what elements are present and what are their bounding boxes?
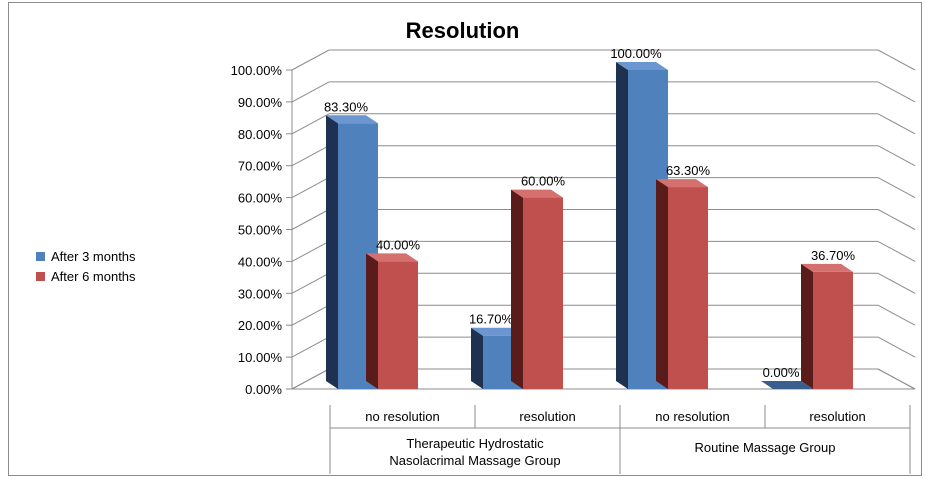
x-group-label: Routine Massage Group [695,440,836,455]
legend: After 3 months After 6 months [36,246,136,286]
bar-after-6-months [656,179,708,389]
right-gridline [877,304,916,326]
y-tick-label: 60.00% [238,191,283,206]
bar-top [326,115,378,124]
bar-front [523,197,563,389]
data-label: 36.70% [811,248,856,263]
bar-top [511,189,563,198]
data-label: 0.00% [763,365,800,380]
bar-top [471,327,523,336]
bar-top [801,263,853,272]
legend-label: After 6 months [51,268,136,284]
right-gridline [877,240,916,262]
y-tick-label: 70.00% [238,159,283,174]
legend-item-after-3-months: After 3 months [36,246,136,266]
y-tick-label: 80.00% [238,127,283,142]
legend-item-after-6-months: After 6 months [36,266,136,286]
right-gridline [877,177,916,199]
side-gridline [291,240,330,262]
y-tick-label: 10.00% [238,350,283,365]
x-category-label: no resolution [655,409,729,424]
bar-side [471,327,483,389]
bar-after-6-months [801,263,853,389]
bar-side [801,263,813,389]
bar-front [378,261,418,389]
side-gridline [291,336,330,358]
bar-side [326,115,338,389]
bar-top [656,179,708,188]
x-category-label: no resolution [365,409,439,424]
bar-front [668,187,708,389]
x-category-label: resolution [519,409,575,424]
x-group-label: Nasolacrimal Massage Group [389,453,560,468]
right-gridline [877,81,916,103]
y-tick-label: 50.00% [238,223,283,238]
bar-after-6-months [511,189,563,389]
data-label: 60.00% [521,174,566,189]
data-label: 16.70% [469,312,514,327]
y-tick-label: 0.00% [245,382,282,397]
bar-front [813,271,853,389]
y-tick-label: 40.00% [238,254,283,269]
bar-top [761,381,813,389]
right-gridline [877,209,916,230]
right-gridline [877,49,916,71]
side-gridline [291,145,330,167]
bar-side [366,253,378,389]
side-gridline [291,81,330,103]
bar-after-3-months [761,381,813,389]
bar-side [616,62,628,389]
side-gridline [291,272,330,294]
side-gridline [291,177,330,199]
data-label: 83.30% [324,99,369,114]
bar-side [511,189,523,389]
side-gridline [291,113,330,135]
right-gridline [877,145,916,167]
side-gridline [291,304,330,326]
x-category-label: resolution [809,409,865,424]
y-tick-label: 90.00% [238,95,283,110]
chart-frame [8,2,922,476]
y-tick-label: 30.00% [238,286,283,301]
right-gridline [877,272,916,294]
y-tick-label: 100.00% [231,63,283,78]
chart-title: Resolution [405,18,520,43]
side-gridline [291,209,330,230]
bar-side [656,179,668,389]
legend-swatch-red [36,271,45,281]
right-gridline [877,336,916,358]
x-group-label: Therapeutic Hydrostatic [406,436,544,451]
bar-top [366,253,418,262]
bar-after-6-months [366,253,418,389]
legend-swatch-blue [36,251,45,261]
data-label: 63.30% [666,163,711,178]
bar-top [616,62,668,70]
side-gridline [291,49,330,71]
data-label: 40.00% [376,237,421,252]
data-label: 100.00% [610,46,662,61]
right-gridline [877,113,916,135]
legend-label: After 3 months [51,248,136,264]
y-tick-label: 20.00% [238,318,283,333]
